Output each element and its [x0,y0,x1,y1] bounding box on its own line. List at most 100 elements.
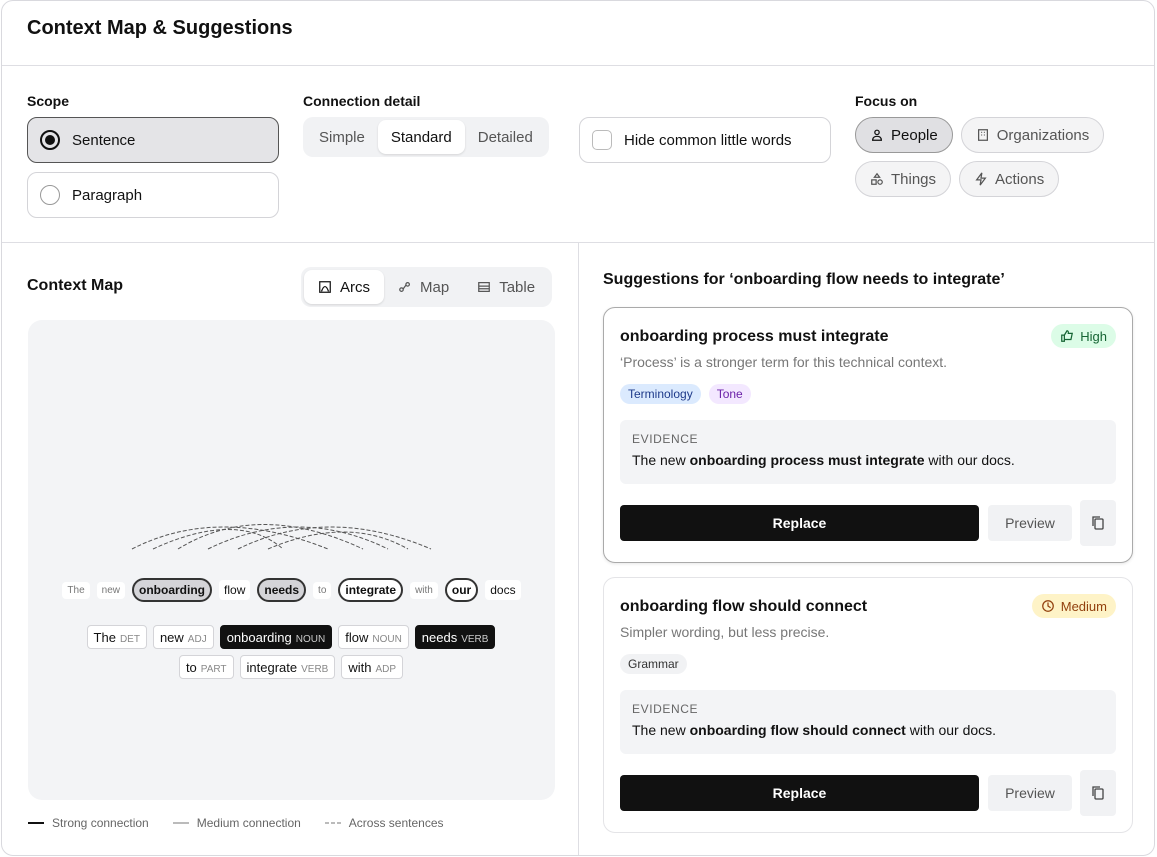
map-area: The new onboarding flow needs to integrate with… [28,320,555,800]
icon-shape [980,131,985,136]
icon-shape [975,172,987,186]
icon-shape [874,129,880,136]
icon-shape [402,284,407,290]
legend-label: Across sentences [348,816,444,830]
evidence-box: EVIDENCE The new onboarding flow should c… [620,690,1116,754]
scope-options: Sentence Paragraph [27,117,279,218]
token-text: integrate [246,660,298,675]
arc [267,531,409,550]
token[interactable]: onboarding NOUN [219,625,333,649]
focus-label: Focus on [855,93,918,109]
icon-shape [319,281,331,293]
view-tab[interactable]: Table [463,270,549,304]
confidence-label: High [1080,328,1107,344]
radio[interactable] [40,185,60,205]
arcs [131,524,432,550]
icon-shape [1041,600,1054,612]
tag: Terminology [620,384,701,404]
hide-words-checkbox[interactable]: Hide common little words [579,117,831,163]
icon [318,280,332,294]
icon [398,280,412,294]
checkbox[interactable] [592,130,612,150]
token[interactable]: integrate VERB [239,655,336,679]
icon-shape [977,129,988,141]
token-text: to [185,660,197,675]
word: to [313,581,332,599]
icon-shape [871,179,877,185]
suggestions-title: Suggestions for ‘onboarding flow needs t… [603,271,1005,288]
view-tab[interactable]: Map [384,270,463,304]
token[interactable]: The DET [86,625,147,649]
focus-chip[interactable]: Actions [959,161,1060,197]
icon [870,172,884,186]
scope-option[interactable]: Sentence [27,117,279,163]
legend-label: Strong connection [52,816,149,830]
word: onboarding [132,578,213,602]
scope-option[interactable]: Paragraph [27,172,279,218]
icon-shape [131,524,432,550]
preview-button[interactable]: Preview [988,775,1072,811]
icon-shape [478,282,491,292]
token-text: with [348,660,372,675]
confidence-label: Medium [1060,598,1107,614]
chip-label: People [891,126,938,144]
token-pos: VERB [301,664,329,675]
icon-shape [872,135,882,141]
focus-chip[interactable]: People [855,117,953,153]
confidence-badge: Medium [1031,594,1116,618]
token[interactable]: flow NOUN [338,625,409,649]
token-pos: VERB [461,634,489,645]
chip-label: Things [891,170,937,188]
preview-button[interactable]: Preview [988,505,1072,541]
segment-button[interactable]: Detailed [465,120,546,154]
legend-item: Across sentences [324,816,444,830]
token[interactable]: new ADJ [152,625,214,649]
evidence-text: The new onboarding flow should connect w… [632,722,1104,738]
icon-shape [1092,786,1104,800]
token-text: new [159,630,184,645]
word: with [410,581,438,599]
tab-label: Map [420,278,450,296]
focus-chip[interactable]: Things [855,161,952,197]
replace-button[interactable]: Replace [620,775,979,811]
icon [974,172,988,186]
token[interactable]: needs VERB [414,625,496,649]
copy-button[interactable] [1080,770,1116,816]
legend-swatch [324,821,341,825]
replace-button[interactable]: Replace [620,505,979,541]
segment-button[interactable]: Standard [377,120,465,154]
word: flow [219,580,251,600]
icon-shape [1061,330,1074,342]
suggestion-description: Simpler wording, but less precise. [620,624,830,640]
word-row: The new onboarding flow needs to integrate with… [28,578,555,602]
token-pos: DET [119,634,140,645]
arc [131,526,329,550]
evidence-before: The new [632,452,690,468]
token[interactable]: with ADP [341,655,404,679]
token-pos: ADP [375,664,397,675]
focus-chips: People Organizations Things Actions [855,117,1115,197]
copy-button[interactable] [1080,500,1116,546]
tab-label: Table [499,278,536,296]
icon-shape [1092,516,1100,526]
checkbox-label: Hide common little words [624,131,792,149]
token-pos: NOUN [295,634,326,645]
view-tab[interactable]: Arcs [304,270,384,304]
focus-chip[interactable]: Organizations [960,117,1105,153]
icon [1041,599,1055,613]
token-text: needs [421,630,458,645]
suggestion-card: onboarding process must integrate High ‘Pr… [603,307,1133,563]
evidence-highlight: onboarding process must integrate [689,452,925,468]
radio[interactable] [40,130,60,150]
suggestion-card: onboarding flow should connect Medium Simp… [603,577,1133,833]
token[interactable]: to PART [178,655,234,679]
icon [1060,329,1074,343]
word: needs [257,578,307,602]
icon [477,280,491,294]
word: new [96,581,126,599]
segment-button[interactable]: Simple [306,120,378,154]
token-row: The DET new ADJ onboarding NOUN flow NOUN needs V… [66,625,516,679]
icon [976,128,990,142]
